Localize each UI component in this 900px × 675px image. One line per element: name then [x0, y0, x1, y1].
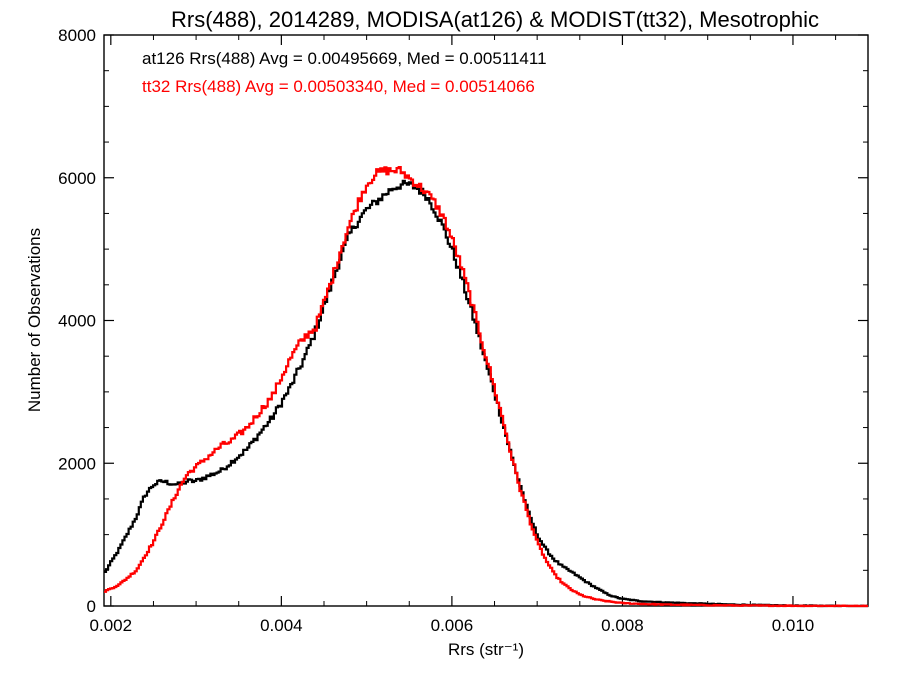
y-tick-label: 6000	[58, 169, 96, 188]
series-layer	[104, 166, 869, 608]
chart-title: Rrs(488), 2014289, MODISA(at126) & MODIS…	[171, 7, 819, 32]
y-axis-label: Number of Observations	[25, 228, 44, 412]
plot-frame	[103, 34, 869, 607]
y-axis: 0 2000 4000 6000 8000	[58, 26, 868, 616]
x-tick-label: 0.002	[90, 616, 133, 635]
x-axis: 0.002 0.004 0.006 0.008 0.010	[90, 35, 837, 635]
legend-entry-tt32: tt32 Rrs(488) Avg = 0.00503340, Med = 0.…	[142, 77, 535, 96]
y-tick-label: 8000	[58, 26, 96, 45]
x-tick-label: 0.010	[772, 616, 815, 635]
plot-area	[103, 34, 869, 607]
x-tick-label: 0.004	[260, 616, 303, 635]
x-tick-label: 0.008	[601, 616, 644, 635]
y-tick-label: 2000	[58, 454, 96, 473]
y-tick-label: 0	[87, 597, 96, 616]
x-axis-label: Rrs (str⁻¹)	[448, 640, 524, 659]
x-tick-label: 0.006	[431, 616, 474, 635]
legend-entry-at126: at126 Rrs(488) Avg = 0.00495669, Med = 0…	[142, 49, 547, 68]
series-tt32-histogram	[104, 166, 868, 608]
y-tick-label: 4000	[58, 312, 96, 331]
series-at126-histogram	[104, 179, 869, 608]
